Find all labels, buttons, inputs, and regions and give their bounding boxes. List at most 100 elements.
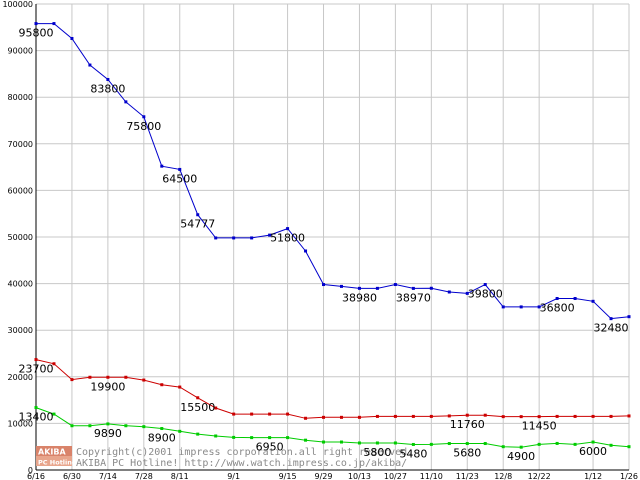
data-point xyxy=(124,375,128,379)
data-point xyxy=(88,424,92,428)
data-point xyxy=(393,283,397,287)
data-point xyxy=(232,435,236,439)
data-point xyxy=(304,438,308,442)
data-label: 6950 xyxy=(256,441,284,454)
data-point xyxy=(106,375,110,379)
data-point xyxy=(268,436,272,440)
data-point xyxy=(106,422,110,426)
data-point xyxy=(196,432,200,436)
copyright-line: Copyright(c)2001 impress corporation.all… xyxy=(76,447,413,458)
data-point xyxy=(591,414,595,418)
data-point xyxy=(537,442,541,446)
data-point xyxy=(537,305,541,309)
data-point xyxy=(519,305,523,309)
data-point xyxy=(304,416,308,420)
data-point xyxy=(591,440,595,444)
data-point xyxy=(142,115,146,119)
y-tick-label: 90000 xyxy=(8,47,33,56)
data-label: 64500 xyxy=(162,172,197,185)
x-tick-label: 10/27 xyxy=(384,472,407,480)
chart-series: 95800 83800 75800 64500 54777 51800 38980 38970… xyxy=(19,22,631,463)
data-point xyxy=(250,236,254,240)
data-point xyxy=(70,424,74,428)
data-point xyxy=(375,441,379,445)
data-point xyxy=(411,414,415,418)
data-point xyxy=(447,414,451,418)
akiba-logo-top xyxy=(36,446,72,456)
akiba-logo-text-bottom: PC Hotline! xyxy=(38,459,79,467)
data-label: 39800 xyxy=(468,288,503,301)
data-point xyxy=(142,378,146,382)
data-point xyxy=(537,415,541,419)
data-point xyxy=(447,442,451,446)
data-label: 6000 xyxy=(579,445,607,458)
data-label: 95800 xyxy=(19,27,54,40)
data-point xyxy=(357,441,361,445)
x-tick-label: 11/10 xyxy=(420,472,443,480)
data-label: 8900 xyxy=(148,432,176,445)
x-tick-label: 12/22 xyxy=(528,472,551,480)
data-label: 5800 xyxy=(363,446,391,459)
data-label: 11450 xyxy=(522,420,557,433)
data-point xyxy=(609,317,613,321)
data-point xyxy=(286,412,290,416)
data-point xyxy=(232,236,236,240)
data-point xyxy=(627,414,631,418)
data-point xyxy=(339,284,343,288)
data-point xyxy=(322,415,326,419)
data-point xyxy=(393,441,397,445)
data-point xyxy=(609,443,613,447)
data-point xyxy=(447,290,451,294)
data-point xyxy=(268,233,272,237)
data-point xyxy=(555,297,559,301)
y-tick-label: 100000 xyxy=(2,0,33,9)
data-point xyxy=(555,441,559,445)
data-label: 5480 xyxy=(399,447,427,460)
data-point xyxy=(160,164,164,168)
x-tick-label: 10/13 xyxy=(348,472,371,480)
data-point xyxy=(70,378,74,382)
x-tick-label: 6/30 xyxy=(63,472,81,480)
x-tick-label: 11/23 xyxy=(456,472,479,480)
data-point xyxy=(286,436,290,440)
x-axis-ticks: 6/16 6/30 7/14 7/28 8/11 9/1 9/15 9/29 10/13 10/2… xyxy=(27,472,638,480)
data-label: 75800 xyxy=(126,120,161,133)
data-point xyxy=(52,362,56,366)
data-point xyxy=(357,286,361,290)
data-point xyxy=(519,415,523,419)
data-point xyxy=(429,286,433,290)
data-label: 11760 xyxy=(450,418,485,431)
data-point xyxy=(160,427,164,431)
x-tick-label: 8/11 xyxy=(171,472,189,480)
data-point xyxy=(411,286,415,290)
data-point xyxy=(34,406,38,410)
data-point xyxy=(483,283,487,287)
data-point xyxy=(124,100,128,104)
data-point xyxy=(196,396,200,400)
data-label: 5680 xyxy=(453,447,481,460)
x-tick-label: 9/1 xyxy=(227,472,240,480)
data-label: 51800 xyxy=(270,232,305,245)
x-tick-label: 9/15 xyxy=(279,472,297,480)
data-point xyxy=(106,77,110,81)
data-label: 23700 xyxy=(19,363,54,376)
data-point xyxy=(34,358,38,362)
data-point xyxy=(232,412,236,416)
x-tick-label: 1/26 xyxy=(620,472,638,480)
data-label: 38980 xyxy=(342,291,377,304)
data-point xyxy=(609,414,613,418)
data-label: 38970 xyxy=(396,291,431,304)
data-point xyxy=(555,414,559,418)
data-point xyxy=(34,22,38,26)
data-point xyxy=(250,412,254,416)
y-tick-label: 20000 xyxy=(8,373,33,382)
series-2: 13400 9890 8900 6950 5800 5480 5680 4900 6000 xyxy=(19,406,631,463)
data-point xyxy=(573,414,577,418)
x-tick-label: 12/8 xyxy=(494,472,512,480)
site-url-line: AKIBA PC Hotline! http://www.watch.impre… xyxy=(76,458,407,469)
data-point xyxy=(591,299,595,303)
data-point xyxy=(393,414,397,418)
data-point xyxy=(339,415,343,419)
data-point xyxy=(160,383,164,387)
